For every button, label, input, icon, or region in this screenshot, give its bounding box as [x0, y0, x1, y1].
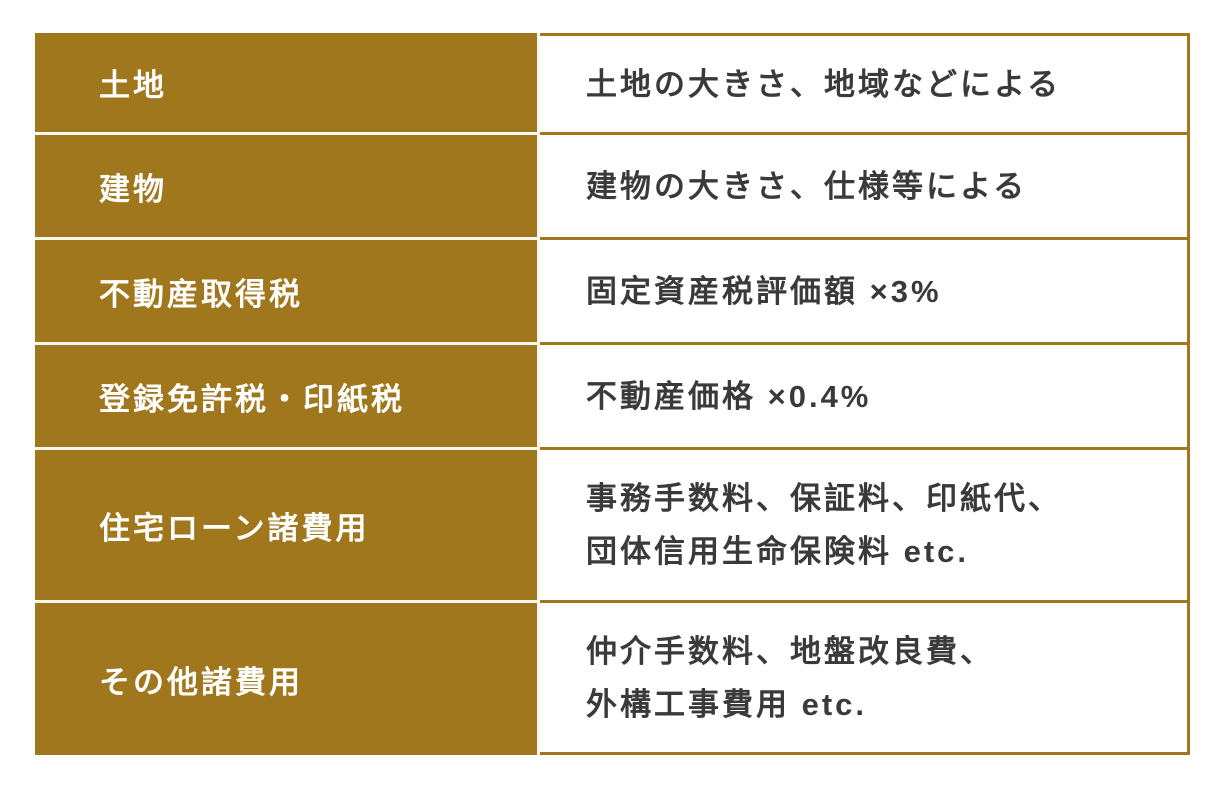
fee-table: 土地 土地の大きさ、地域などによる 建物 建物の大きさ、仕様等による 不動産取得… [35, 33, 1190, 755]
row-label: その他諸費用 [99, 664, 303, 700]
row-label-cell: 住宅ローン諸費用 [35, 450, 540, 603]
row-value-line-1: 不動産価格 ×0.4% [586, 378, 872, 414]
row-value-line-1: 建物の大きさ、仕様等による [586, 168, 1028, 204]
row-value-line-2: 団体信用生命保険料 etc. [586, 534, 970, 569]
row-label: 建物 [99, 171, 167, 207]
row-value-cell: 土地の大きさ、地域などによる [540, 33, 1190, 135]
row-label: 土地 [99, 68, 167, 103]
row-label-cell: 建物 [35, 135, 540, 240]
row-value-line-1: 仲介手数料、地盤改良費、 [586, 633, 994, 669]
row-value-line-1: 事務手数料、保証料、印紙代、 [586, 481, 1062, 516]
row-value-cell: 事務手数料、保証料、印紙代、 団体信用生命保険料 etc. [540, 450, 1190, 603]
row-value-line-2: 外構工事費用 etc. [586, 686, 868, 722]
row-label: 住宅ローン諸費用 [99, 510, 370, 546]
row-value-line-1: 土地の大きさ、地域などによる [586, 66, 1062, 102]
row-label: 登録免許税・印紙税 [99, 381, 405, 417]
row-label-cell: 不動産取得税 [35, 240, 540, 345]
row-value-cell: 不動産価格 ×0.4% [540, 345, 1190, 450]
row-value-line-1: 固定資産税評価額 ×3% [586, 273, 942, 309]
row-label-cell: 土地 [35, 33, 540, 135]
row-label-cell: その他諸費用 [35, 603, 540, 755]
row-label-cell: 登録免許税・印紙税 [35, 345, 540, 450]
row-label: 不動産取得税 [99, 276, 303, 312]
row-value-cell: 固定資産税評価額 ×3% [540, 240, 1190, 345]
row-value-cell: 仲介手数料、地盤改良費、 外構工事費用 etc. [540, 603, 1190, 755]
row-value-cell: 建物の大きさ、仕様等による [540, 135, 1190, 240]
